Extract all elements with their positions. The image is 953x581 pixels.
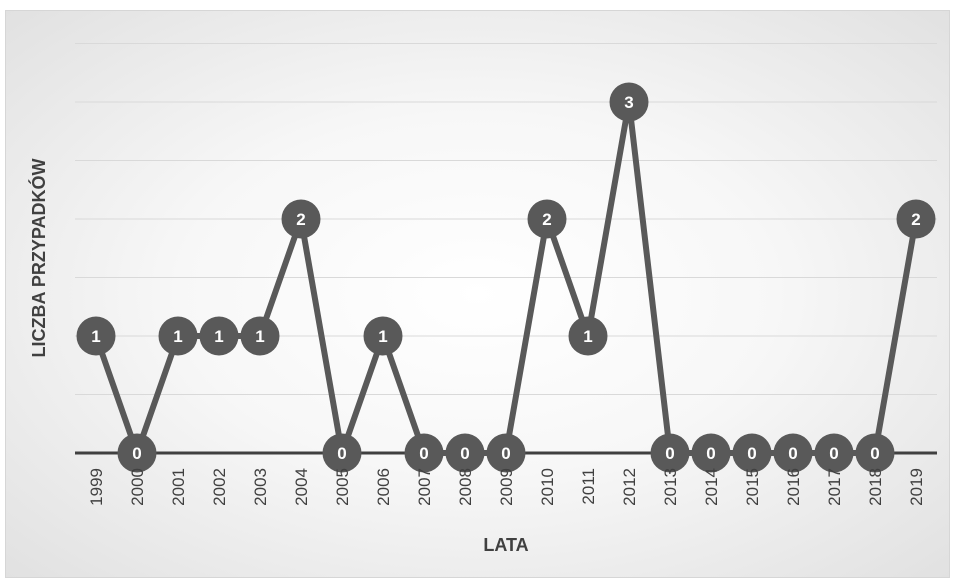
x-tick-label: 2019: [907, 468, 926, 506]
x-tick-label: 2018: [866, 468, 885, 506]
data-point-marker: [445, 433, 485, 473]
data-label: 0: [747, 444, 756, 463]
data-label: 0: [419, 444, 428, 463]
data-point-marker: [650, 433, 690, 473]
x-tick-label: 2017: [825, 468, 844, 506]
data-point-marker: [896, 199, 936, 239]
x-tick-label: 2011: [579, 468, 598, 505]
data-point-marker: [732, 433, 772, 473]
x-tick-label: 2003: [251, 468, 270, 506]
x-tick-label: 2004: [292, 468, 311, 506]
x-tick-label: 2006: [374, 468, 393, 506]
data-point-marker: [322, 433, 362, 473]
data-label: 3: [624, 93, 633, 112]
data-label: 1: [255, 327, 264, 346]
x-tick-label: 1999: [87, 468, 106, 506]
data-label: 0: [829, 444, 838, 463]
x-tick-label: 2007: [415, 468, 434, 506]
x-tick-label: 2014: [702, 468, 721, 506]
data-label: 0: [706, 444, 715, 463]
data-label: 1: [173, 327, 182, 346]
data-point-marker: [568, 316, 608, 356]
data-point-marker: [691, 433, 731, 473]
x-tick-label: 2016: [784, 468, 803, 506]
data-markers: 1 0 1 1 1 2 0 1 0 0 0 2 1 3 0 0 0 0 0 0 2: [76, 82, 936, 473]
data-point-marker: [76, 316, 116, 356]
data-point-marker: [404, 433, 444, 473]
data-point-marker: [363, 316, 403, 356]
data-point-marker: [158, 316, 198, 356]
x-tick-label: 2008: [456, 468, 475, 506]
data-label: 0: [337, 444, 346, 463]
data-label: 1: [91, 327, 100, 346]
x-tick-label: 2013: [661, 468, 680, 506]
x-axis-title: LATA: [483, 535, 528, 555]
data-point-marker: [199, 316, 239, 356]
x-tick-label: 2005: [333, 468, 352, 506]
x-tick-label: 2015: [743, 468, 762, 506]
x-tick-label: 2012: [620, 468, 639, 506]
data-label: 0: [460, 444, 469, 463]
data-point-marker: [609, 82, 649, 122]
chart-area: [5, 10, 950, 578]
data-label: 1: [378, 327, 387, 346]
data-label: 0: [870, 444, 879, 463]
x-tick-label: 2002: [210, 468, 229, 506]
data-point-marker: [281, 199, 321, 239]
data-point-marker: [117, 433, 157, 473]
data-label: 0: [665, 444, 674, 463]
x-tick-label: 2010: [538, 468, 557, 506]
y-axis-title: LICZBA PRZYPADKÓW: [28, 158, 49, 357]
data-label: 0: [132, 444, 141, 463]
data-label: 2: [296, 210, 305, 229]
x-tick-label: 2000: [128, 468, 147, 506]
data-point-marker: [855, 433, 895, 473]
x-tick-label: 2009: [497, 468, 516, 506]
data-point-marker: [527, 199, 567, 239]
data-label: 0: [501, 444, 510, 463]
data-label: 1: [583, 327, 592, 346]
data-label: 0: [788, 444, 797, 463]
data-point-marker: [773, 433, 813, 473]
data-label: 2: [911, 210, 920, 229]
x-tick-label: 2001: [169, 468, 188, 506]
data-point-marker: [814, 433, 854, 473]
data-point-marker: [486, 433, 526, 473]
x-tick-labels: 1999 2000 2001 2002 2003 2004 2005 2006 2007 2008…: [87, 468, 926, 506]
data-label: 1: [214, 327, 223, 346]
data-label: 2: [542, 210, 551, 229]
data-point-marker: [240, 316, 280, 356]
